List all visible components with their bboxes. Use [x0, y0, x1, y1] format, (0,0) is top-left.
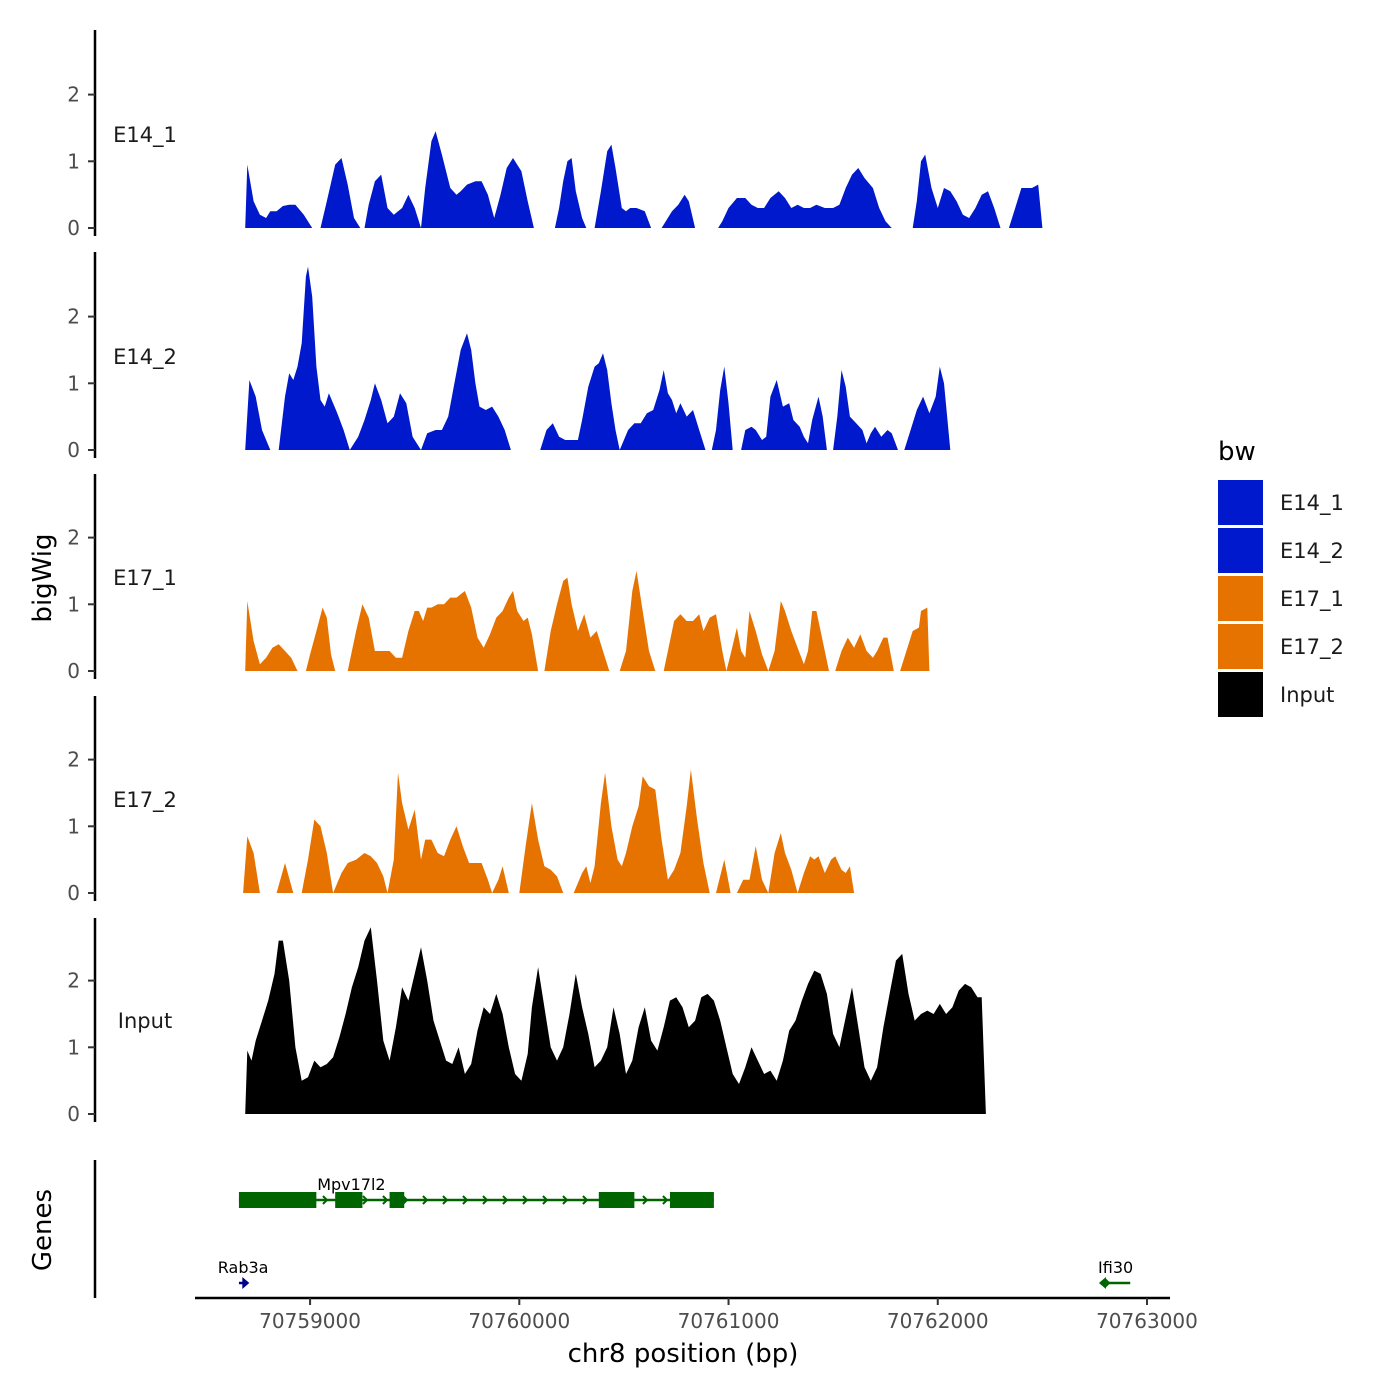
strand-arrow	[442, 1195, 449, 1205]
y-tick-label: 1	[67, 592, 80, 616]
strand-arrow	[1098, 1277, 1106, 1289]
y-axis-title: bigWig	[28, 533, 58, 622]
y-tick-label: 1	[67, 1035, 80, 1059]
strand-arrow	[402, 1195, 409, 1205]
strand-arrow	[422, 1195, 429, 1205]
legend-label: E17_1	[1280, 587, 1344, 612]
legend-swatch	[1218, 624, 1263, 669]
x-tick-label: 70763000	[1096, 1309, 1198, 1333]
exon	[598, 1192, 635, 1208]
strand-arrow	[502, 1195, 509, 1205]
y-tick-label: 0	[67, 216, 80, 240]
gene-Mpv17l2: Mpv17l2	[238, 1175, 714, 1208]
track-label: E14_1	[113, 123, 177, 148]
strand-arrow	[1104, 1278, 1111, 1288]
legend-swatch	[1218, 576, 1263, 621]
exon	[389, 1192, 405, 1208]
legend-item-E14_1: E14_1	[1218, 480, 1344, 525]
track-Input: 0 1 2 Input	[67, 918, 986, 1126]
exon	[238, 1192, 317, 1208]
strand-arrow	[542, 1195, 549, 1205]
strand-arrow	[522, 1195, 529, 1205]
legend-label: Input	[1280, 683, 1334, 707]
strand-arrow	[642, 1195, 649, 1205]
legend-title: bw	[1218, 437, 1256, 467]
y-tick-label: 1	[67, 149, 80, 173]
legend-label: E14_2	[1280, 539, 1344, 564]
track-label: E14_2	[113, 345, 177, 370]
legend-swatch	[1218, 528, 1263, 573]
track-E17_1: 0 1 2 E17_1	[67, 474, 930, 683]
area-Input	[245, 927, 986, 1114]
track-label: E17_2	[113, 788, 177, 813]
y-tick-label: 1	[67, 814, 80, 838]
legend-item-E17_1: E17_1	[1218, 576, 1344, 621]
strand-arrow	[362, 1195, 369, 1205]
strand-arrow	[382, 1195, 389, 1205]
strand-arrow	[482, 1195, 489, 1205]
gene-label: Ifi30	[1098, 1258, 1133, 1277]
track-E14_1: 0 1 2 E14_1	[67, 30, 1043, 240]
gene-track: Mpv17l2 Rab3a Ifi30	[93, 1160, 1133, 1298]
strand-arrow	[242, 1277, 250, 1289]
strand-arrow	[462, 1195, 469, 1205]
legend: bw E14_1 E14_2 E17_1 E17_2 Input	[1218, 437, 1344, 717]
legend-label: E17_2	[1280, 635, 1344, 660]
area-E14_1	[245, 131, 1043, 228]
area-E14_2	[245, 266, 951, 450]
y-tick-label: 0	[67, 1102, 80, 1126]
strand-arrow	[582, 1195, 589, 1205]
legend-item-Input: Input	[1218, 672, 1334, 717]
strand-arrow	[322, 1195, 329, 1205]
legend-label: E14_1	[1280, 491, 1344, 516]
x-tick-label: 70761000	[678, 1309, 780, 1333]
x-tick-label: 70760000	[468, 1309, 570, 1333]
track-label: Input	[118, 1009, 172, 1033]
y-tick-label: 2	[67, 969, 80, 993]
y-tick-label: 2	[67, 748, 80, 772]
legend-swatch	[1218, 672, 1263, 717]
area-E17_2	[243, 769, 855, 893]
gene-Ifi30: Ifi30	[1098, 1258, 1133, 1289]
area-E17_1	[245, 571, 930, 671]
y-tick-label: 0	[67, 659, 80, 683]
gene-label: Rab3a	[218, 1258, 269, 1277]
y-tick-label: 0	[67, 881, 80, 905]
genes-axis-title: Genes	[28, 1189, 58, 1271]
exon	[335, 1192, 363, 1208]
y-tick-label: 2	[67, 526, 80, 550]
gene-Rab3a: Rab3a	[218, 1258, 269, 1289]
track-E14_2: 0 1 2 E14_2	[67, 252, 951, 462]
coverage-tracks: 0 1 2 E14_1 0 1 2 E14_2 0 1 2 E17_1 0 1 2 E17_2 0 1 2 Input	[67, 30, 1043, 1126]
exon	[669, 1192, 714, 1208]
x-tick-label: 70759000	[259, 1309, 361, 1333]
legend-swatch	[1218, 480, 1263, 525]
strand-arrow	[662, 1195, 669, 1205]
y-tick-label: 1	[67, 371, 80, 395]
y-tick-label: 2	[67, 83, 80, 107]
x-tick-label: 70762000	[887, 1309, 989, 1333]
strand-arrow	[562, 1195, 569, 1205]
y-tick-label: 0	[67, 438, 80, 462]
legend-item-E14_2: E14_2	[1218, 528, 1344, 573]
track-E17_2: 0 1 2 E17_2	[67, 696, 855, 905]
x-axis: 70759000 70760000 70761000 70762000 70763000	[195, 1296, 1198, 1333]
track-label: E17_1	[113, 566, 177, 591]
legend-item-E17_2: E17_2	[1218, 624, 1344, 669]
gene-label: Mpv17l2	[317, 1175, 385, 1194]
x-axis-title: chr8 position (bp)	[568, 1339, 799, 1369]
y-tick-label: 2	[67, 305, 80, 329]
